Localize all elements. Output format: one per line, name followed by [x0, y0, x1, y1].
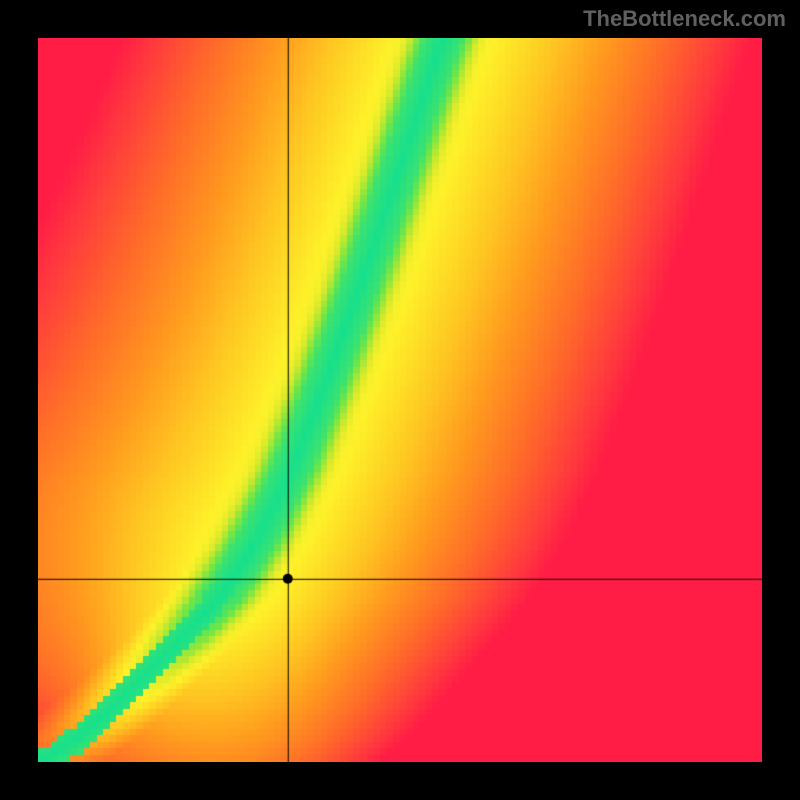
heatmap-canvas: [38, 38, 762, 762]
watermark-text: TheBottleneck.com: [583, 6, 786, 32]
bottleneck-chart: [38, 38, 762, 762]
